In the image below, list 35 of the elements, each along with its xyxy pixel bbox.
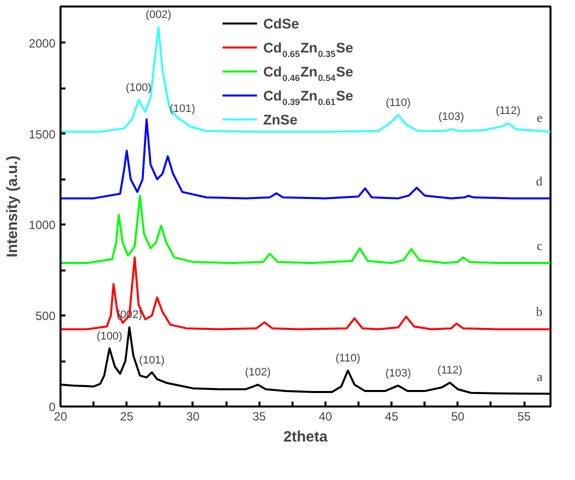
annotation: c: [536, 238, 543, 254]
x-tick-label: 20: [54, 410, 68, 424]
annotation: b: [536, 304, 542, 320]
annotation: (112): [437, 364, 462, 377]
y-tick-label: 0: [48, 400, 56, 414]
annotation: (103): [438, 111, 464, 124]
line-series: [60, 194, 550, 264]
x-tick-label: 25: [120, 410, 134, 424]
legend-label: ZnSe: [263, 112, 298, 128]
annotation: (101): [139, 354, 165, 366]
annotation: (110): [386, 97, 411, 110]
annotation: (112): [496, 105, 521, 118]
x-tick-label: 40: [318, 410, 332, 424]
annotation: (103): [385, 368, 412, 380]
line-series: [60, 256, 550, 330]
x-tick-label: 35: [252, 410, 266, 424]
annotation: (102): [244, 366, 271, 379]
annotation: (100): [126, 82, 152, 94]
annotation: a: [536, 368, 543, 384]
y-tick-label: 2000: [28, 36, 56, 50]
y-tick-label: 1500: [28, 127, 56, 142]
x-tick-label: 50: [451, 410, 465, 424]
annotation: (002): [146, 9, 172, 22]
y-axis-title: Intensity (a.u.): [4, 156, 21, 258]
y-tick-label: 500: [35, 309, 56, 324]
annotation: e: [536, 110, 543, 125]
annotation: (110): [335, 352, 360, 364]
y-tick-label: 1000: [28, 218, 56, 232]
annotation: (100): [96, 330, 122, 342]
x-tick-label: 45: [384, 410, 399, 424]
legend-label: CdSe: [263, 16, 300, 32]
x-tick-label: 55: [517, 410, 532, 424]
x-axis-title: 2theta: [283, 428, 328, 446]
annotation: d: [536, 173, 543, 188]
x-tick-label: 30: [186, 410, 200, 424]
